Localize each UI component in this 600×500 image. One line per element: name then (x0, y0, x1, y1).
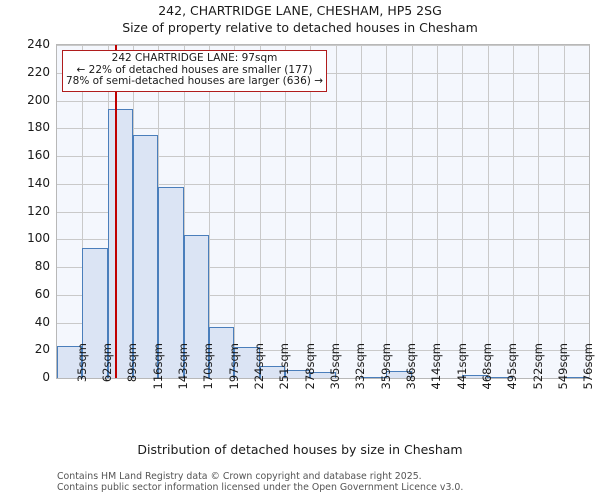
y-tick-label: 40 (34, 314, 50, 329)
bar-495sqm (487, 376, 513, 378)
gridline-vertical (183, 45, 185, 378)
bar-359sqm (361, 376, 387, 378)
gridline-horizontal (57, 294, 589, 296)
footer-line-2: Contains public sector information licen… (57, 482, 464, 493)
gridline-vertical (82, 45, 84, 378)
y-tick-label: 140 (27, 175, 50, 190)
x-tick-label: 576sqm (581, 343, 596, 390)
gridline-vertical (513, 45, 514, 378)
annotation-line-2: ← 22% of detached houses are smaller (17… (76, 63, 313, 76)
y-tick-label: 100 (27, 231, 50, 246)
gridline-horizontal (57, 211, 589, 213)
bar-278sqm (285, 369, 311, 378)
x-tick-label: 35sqm (74, 343, 89, 383)
x-tick-label: 62sqm (100, 343, 114, 383)
plot-area (56, 44, 590, 379)
gridline-vertical (209, 45, 210, 378)
x-tick-label: 197sqm (226, 343, 241, 390)
x-tick-label: 522sqm (530, 343, 545, 390)
x-tick-label: 89sqm (125, 343, 140, 383)
bar-197sqm (209, 326, 235, 378)
x-tick-label: 495sqm (505, 343, 520, 390)
y-tick-label: 60 (34, 286, 50, 301)
bar-468sqm (462, 375, 488, 378)
y-tick-label: 20 (34, 342, 50, 357)
gridline-vertical (310, 45, 312, 378)
bar-170sqm (183, 235, 209, 378)
x-tick-label: 332sqm (353, 343, 368, 390)
gridline-horizontal (57, 267, 589, 268)
property-size-marker-line (115, 45, 117, 378)
gridline-horizontal (57, 100, 589, 102)
bar-143sqm (158, 186, 184, 378)
x-tick-label: 278sqm (302, 343, 317, 390)
x-tick-label: 251sqm (277, 343, 292, 390)
attribution-footer: Contains HM Land Registry data © Crown c… (57, 471, 577, 493)
y-tick-label: 240 (27, 37, 50, 51)
bar-116sqm (133, 135, 159, 378)
gridline-vertical (259, 45, 261, 378)
gridline-horizontal (57, 239, 589, 241)
gridline-vertical (361, 45, 362, 378)
property-annotation-box: 242 CHARTRIDGE LANE: 97sqm ← 22% of deta… (62, 50, 327, 92)
gridline-vertical (487, 45, 489, 378)
bar-224sqm (234, 347, 260, 378)
y-tick-label: 160 (27, 148, 50, 162)
y-tick-label: 80 (34, 259, 50, 273)
x-tick-label: 414sqm (429, 343, 444, 390)
x-tick-label: 441sqm (454, 343, 469, 390)
gridline-vertical (335, 45, 337, 378)
x-tick-label: 549sqm (556, 343, 570, 390)
chart-title-block: 242, CHARTRIDGE LANE, CHESHAM, HP5 2SG S… (0, 2, 600, 36)
y-tick-label: 220 (27, 64, 50, 79)
chart-subtitle-line-2: Size of property relative to detached ho… (122, 20, 478, 35)
x-tick-label: 468sqm (480, 343, 494, 390)
x-tick-label: 143sqm (176, 343, 190, 390)
gridline-vertical (462, 45, 464, 378)
gridline-vertical (234, 45, 236, 378)
bar-386sqm (386, 371, 412, 378)
y-tick-label: 180 (27, 120, 50, 135)
annotation-line-3: 78% of semi-detached houses are larger (… (66, 75, 323, 88)
gridline-vertical (538, 45, 540, 378)
gridline-vertical (563, 45, 565, 378)
gridline-horizontal (57, 128, 589, 130)
gridline-horizontal (57, 183, 589, 185)
x-axis-label: Distribution of detached houses by size … (137, 442, 463, 457)
y-tick-label: 200 (27, 92, 50, 107)
x-tick-label: 305sqm (328, 343, 342, 390)
y-tick-label: 120 (27, 203, 50, 218)
bar-62sqm (82, 247, 108, 378)
chart-title-line-1: 242, CHARTRIDGE LANE, CHESHAM, HP5 2SG (158, 3, 442, 18)
x-tick-label: 386sqm (404, 343, 418, 390)
annotation-line-1: 242 CHARTRIDGE LANE: 97sqm (111, 52, 278, 64)
gridline-vertical (411, 45, 413, 378)
bar-89sqm (107, 108, 133, 378)
gridline-vertical (386, 45, 388, 378)
y-tick-label: 0 (42, 370, 50, 384)
gridline-horizontal (57, 350, 589, 352)
bar-576sqm (563, 376, 589, 378)
gridline-horizontal (57, 156, 589, 157)
gridline-horizontal (57, 45, 589, 46)
footer-line-1: Contains HM Land Registry data © Crown c… (57, 471, 422, 482)
gridline-vertical (285, 45, 286, 378)
x-tick-label: 224sqm (252, 343, 266, 390)
bar-305sqm (310, 372, 336, 378)
bar-35sqm (57, 346, 83, 378)
bar-251sqm (259, 365, 285, 378)
gridline-horizontal (57, 322, 589, 324)
x-tick-label: 116sqm (150, 343, 165, 390)
gridline-vertical (437, 45, 438, 378)
x-tick-label: 359sqm (378, 343, 393, 390)
x-tick-label: 170sqm (201, 343, 216, 390)
plot-inner (57, 45, 589, 378)
